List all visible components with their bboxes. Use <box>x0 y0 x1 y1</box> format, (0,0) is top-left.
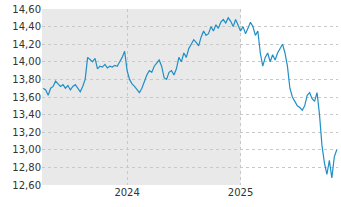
svg-text:14,00: 14,00 <box>12 56 41 67</box>
svg-text:2024: 2024 <box>114 187 139 198</box>
svg-text:13,00: 13,00 <box>12 144 41 155</box>
svg-text:13,20: 13,20 <box>12 127 41 138</box>
svg-text:14,60: 14,60 <box>12 4 41 15</box>
svg-text:13,60: 13,60 <box>12 92 41 103</box>
svg-text:14,20: 14,20 <box>12 39 41 50</box>
svg-text:14,40: 14,40 <box>12 21 41 32</box>
svg-text:13,40: 13,40 <box>12 109 41 120</box>
svg-text:12,80: 12,80 <box>12 162 41 173</box>
svg-text:13,80: 13,80 <box>12 74 41 85</box>
svg-text:12,60: 12,60 <box>12 180 41 191</box>
svg-text:2025: 2025 <box>228 187 253 198</box>
